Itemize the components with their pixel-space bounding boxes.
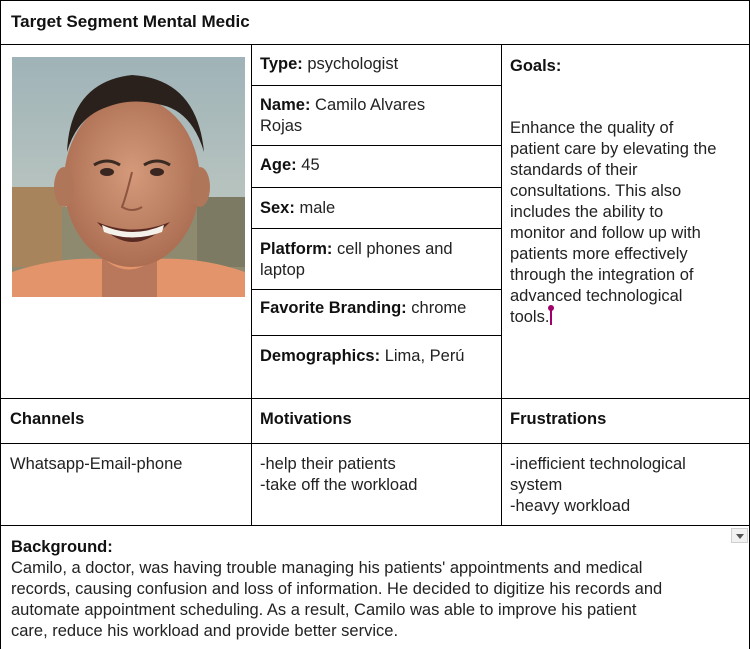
type-field: Type: psychologist	[260, 55, 398, 74]
background-line: Camilo, a doctor, was having trouble man…	[11, 559, 643, 577]
age-field: Age: 45	[260, 156, 320, 175]
page-title: Target Segment Mental Medic	[11, 12, 250, 31]
motivations-header: Motivations	[260, 410, 352, 428]
goals-line: includes the ability to	[510, 203, 664, 221]
background-line: care, reduce his workload and provide be…	[11, 622, 399, 640]
motivation-item: -help their patients	[260, 455, 396, 473]
goals-line: patients more effectively	[510, 245, 688, 263]
goals-line: consultations. This also	[510, 182, 682, 200]
motivation-item: -take off the workload	[260, 476, 418, 494]
sex-field: Sex: male	[260, 199, 335, 218]
goals-line: patient care by elevating the	[510, 140, 717, 158]
age-label: Age:	[260, 156, 297, 174]
platform-value-continued: laptop	[260, 261, 305, 279]
table-border	[251, 187, 501, 188]
portrait-image	[12, 57, 245, 297]
table-border	[251, 145, 501, 146]
channels-value: Whatsapp-Email-phone	[10, 455, 183, 473]
demographics-value: Lima, Perú	[384, 347, 465, 365]
frustration-item: -inefficient technological	[510, 455, 686, 473]
goals-line: standards of their	[510, 161, 638, 179]
table-border	[251, 335, 501, 336]
frustrations-header: Frustrations	[510, 410, 607, 428]
frustrations-list: -inefficient technological system -heavy…	[510, 454, 686, 517]
table-border	[0, 44, 750, 45]
table-border	[0, 398, 750, 399]
type-label: Type:	[260, 55, 303, 73]
table-border	[0, 0, 750, 1]
motivations-list: -help their patients -take off the workl…	[260, 454, 417, 496]
age-value: 45	[301, 156, 320, 174]
background-line: automate appointment scheduling. As a re…	[11, 601, 637, 619]
demographics-label: Demographics:	[260, 347, 381, 365]
table-border	[251, 85, 501, 86]
sex-label: Sex:	[260, 199, 295, 217]
goals-line: Enhance the quality of	[510, 119, 674, 137]
name-field: Name: Camilo Alvares Rojas	[260, 95, 425, 137]
goals-line: advanced technological	[510, 287, 683, 305]
demographics-field: Demographics: Lima, Perú	[260, 347, 465, 366]
branding-label: Favorite Branding:	[260, 299, 407, 317]
background-label: Background:	[11, 538, 113, 556]
name-value-continued: Rojas	[260, 117, 303, 135]
table-border	[0, 443, 750, 444]
frustration-item: system	[510, 476, 563, 494]
text-cursor-icon	[548, 305, 555, 325]
goals-line: tools.	[510, 308, 550, 326]
goals-line: through the integration of	[510, 266, 694, 284]
background-line: records, causing confusion and loss of i…	[11, 580, 663, 598]
branding-value: chrome	[411, 299, 467, 317]
table-border	[251, 289, 501, 290]
background-section: Background: Camilo, a doctor, was having…	[11, 537, 741, 642]
table-border	[251, 44, 252, 526]
goals-label: Goals:	[510, 57, 562, 75]
platform-label: Platform:	[260, 240, 333, 258]
platform-field: Platform: cell phones and laptop	[260, 239, 453, 281]
table-border	[501, 44, 502, 526]
table-border	[0, 525, 750, 526]
name-value: Camilo Alvares	[315, 96, 426, 114]
platform-value: cell phones and	[337, 240, 453, 258]
sex-value: male	[299, 199, 336, 217]
name-label: Name:	[260, 96, 311, 114]
channels-header: Channels	[10, 410, 85, 428]
type-value: psychologist	[307, 55, 399, 73]
table-border	[0, 0, 1, 649]
goals-line: monitor and follow up with	[510, 224, 701, 242]
chevron-down-icon[interactable]	[731, 528, 748, 543]
branding-field: Favorite Branding: chrome	[260, 299, 466, 318]
frustration-item: -heavy workload	[510, 497, 631, 515]
table-border	[251, 228, 501, 229]
goals-text[interactable]: Enhance the quality of patient care by e…	[510, 118, 746, 328]
profile-photo	[12, 57, 245, 297]
